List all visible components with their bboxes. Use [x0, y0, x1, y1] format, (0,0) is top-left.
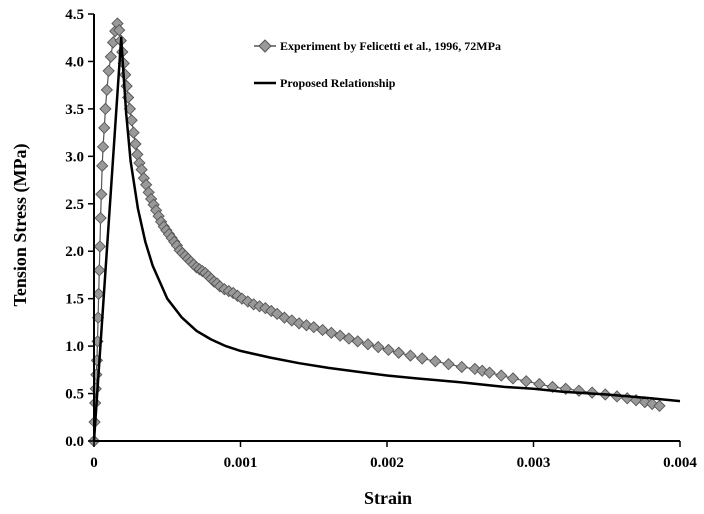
- experiment-point: [104, 50, 117, 63]
- experiment-point: [572, 384, 586, 397]
- y-tick-label: 0.5: [65, 387, 84, 403]
- experiment-point: [102, 64, 115, 78]
- x-axis-title: Strain: [364, 488, 412, 508]
- experiment-point: [300, 319, 313, 332]
- experiment-point: [270, 307, 284, 320]
- y-axis-title: Tension Stress (MPa): [10, 143, 31, 306]
- y-axis-ticks: 0.0 0.5 1.0 1.5 2.0 2.5 3.0 3.5 4.0 4.5: [65, 7, 94, 450]
- experiment-point: [127, 126, 140, 139]
- y-tick-label: 3.0: [65, 149, 84, 165]
- experiment-point: [653, 399, 666, 413]
- legend-label-proposed: Proposed Relationship: [280, 76, 396, 90]
- experiment-point: [307, 320, 320, 334]
- experiment-point: [325, 326, 338, 339]
- experiment-point: [361, 338, 375, 351]
- experiment-point: [99, 102, 112, 116]
- experiment-point: [119, 68, 132, 81]
- experiment-point: [520, 375, 533, 388]
- experiment-point: [351, 335, 364, 348]
- experiment-point: [235, 292, 249, 305]
- proposed-relationship-line: [92, 36, 681, 442]
- experiment-point: [125, 114, 138, 127]
- experiment-point: [100, 83, 114, 97]
- y-tick-label: 2.5: [65, 197, 84, 213]
- y-tick-label: 4.5: [65, 7, 84, 23]
- experiment-point: [638, 395, 651, 409]
- experiment-point: [92, 287, 105, 301]
- y-tick-label: 4.0: [65, 54, 84, 70]
- experiment-point: [259, 302, 272, 315]
- experiment-point: [333, 329, 347, 342]
- y-tick-label: 2.0: [65, 244, 84, 260]
- y-tick-label: 3.5: [65, 102, 84, 118]
- experiment-point: [372, 340, 385, 354]
- experiment-point: [94, 211, 107, 225]
- experiment-point: [506, 372, 520, 385]
- experiment-point: [129, 137, 142, 151]
- experiment-point: [96, 159, 109, 172]
- experiment-point: [292, 317, 306, 330]
- legend-label-experiment: Experiment by Felicetti et al., 1996, 72…: [280, 39, 501, 53]
- experiment-point: [96, 140, 110, 153]
- experiment-point: [429, 355, 442, 368]
- experiment-point: [382, 343, 395, 357]
- legend: Experiment by Felicetti et al., 1996, 72…: [254, 39, 501, 90]
- experiment-point: [455, 360, 468, 374]
- experiment-point: [392, 346, 405, 359]
- x-tick-label: 0: [90, 455, 98, 471]
- experiment-point: [442, 358, 455, 371]
- y-tick-label: 0.0: [65, 434, 84, 450]
- experiment-point: [98, 121, 111, 135]
- legend-swatch-diamond-icon: [258, 39, 272, 53]
- experiment-point: [342, 332, 356, 345]
- x-tick-label: 0.003: [517, 455, 551, 471]
- experiment-point: [483, 366, 496, 379]
- experiment-point: [113, 23, 126, 37]
- x-tick-label: 0.001: [224, 455, 258, 471]
- experiment-point: [495, 369, 508, 382]
- experiment-point: [93, 240, 106, 253]
- x-tick-label: 0.002: [370, 455, 404, 471]
- y-tick-label: 1.5: [65, 292, 84, 308]
- x-tick-label: 0.004: [663, 455, 697, 471]
- y-tick-label: 1.0: [65, 339, 84, 355]
- experiment-point: [404, 349, 417, 362]
- experiment-point: [316, 323, 329, 337]
- experiment-point: [93, 264, 106, 277]
- experiment-point: [416, 352, 429, 365]
- experiment-point: [95, 188, 108, 201]
- plot-area: [87, 17, 681, 448]
